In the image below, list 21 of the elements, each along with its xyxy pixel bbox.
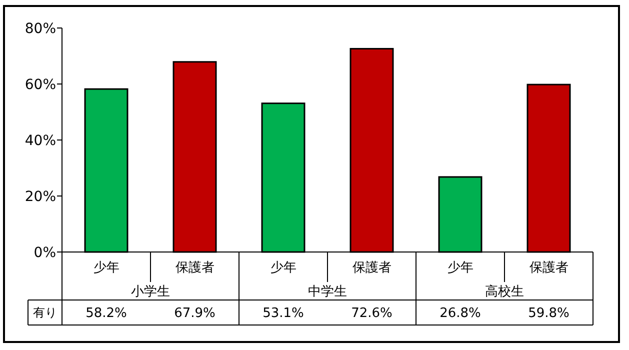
data-label: 53.1% — [262, 306, 304, 322]
legend-label: 有り — [33, 306, 57, 320]
text: 中学生 — [308, 284, 347, 300]
x-tick-label: 保護者 — [352, 260, 392, 276]
text: 小学生 — [131, 284, 170, 300]
text: 高校生 — [485, 284, 524, 300]
x-tick-label: 保護者 — [175, 260, 214, 276]
data-label: 59.8% — [528, 306, 570, 322]
y-tick-label: 40% — [24, 132, 56, 149]
y-tick-label: 60% — [24, 76, 56, 93]
data-label: 26.8% — [440, 306, 481, 322]
y-tick-label: 0% — [34, 244, 56, 261]
x-tick-label: 保護者 — [529, 260, 568, 276]
x-tick-label: 少年 — [447, 260, 474, 276]
x-tick-label: 少年 — [270, 260, 296, 276]
y-tick-label: 80% — [24, 20, 56, 37]
data-label: 72.6% — [351, 306, 392, 322]
data-label: 67.9% — [174, 306, 216, 322]
data-label: 58.2% — [86, 306, 127, 322]
x-tick-label: 少年 — [93, 260, 120, 276]
y-tick-label: 20% — [24, 188, 56, 205]
